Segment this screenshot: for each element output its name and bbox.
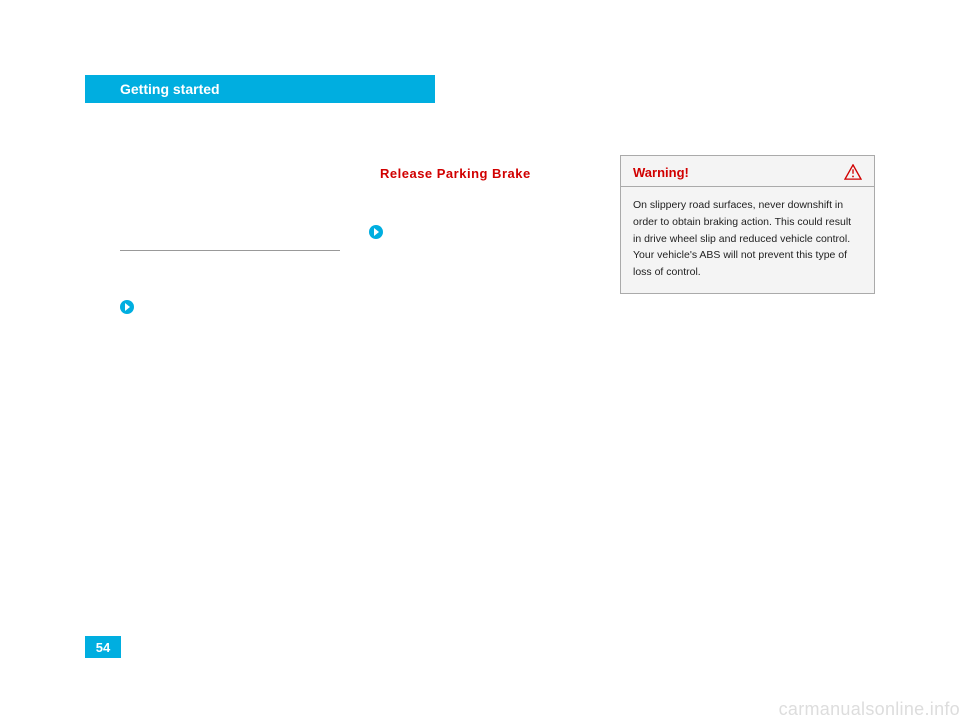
warning-body-text: On slippery road surfaces, never downshi… bbox=[621, 187, 874, 293]
warning-callout: Warning! On slippery road surfaces, neve… bbox=[620, 155, 875, 294]
section-header-bar: Getting started bbox=[85, 75, 435, 103]
warning-title: Warning! bbox=[633, 165, 689, 180]
warning-header: Warning! bbox=[621, 156, 874, 187]
subsection-divider bbox=[120, 250, 340, 263]
warning-triangle-icon bbox=[844, 164, 862, 180]
divider-line bbox=[120, 250, 340, 251]
bullet-icon bbox=[120, 300, 134, 314]
bullet-icon bbox=[369, 225, 383, 239]
page-number-text: 54 bbox=[96, 640, 110, 655]
watermark-text: carmanualsonline.info bbox=[779, 699, 960, 720]
section-header-title: Getting started bbox=[120, 81, 220, 97]
release-brake-text: Release Parking Brake bbox=[380, 165, 531, 183]
page-number-badge: 54 bbox=[85, 636, 121, 658]
